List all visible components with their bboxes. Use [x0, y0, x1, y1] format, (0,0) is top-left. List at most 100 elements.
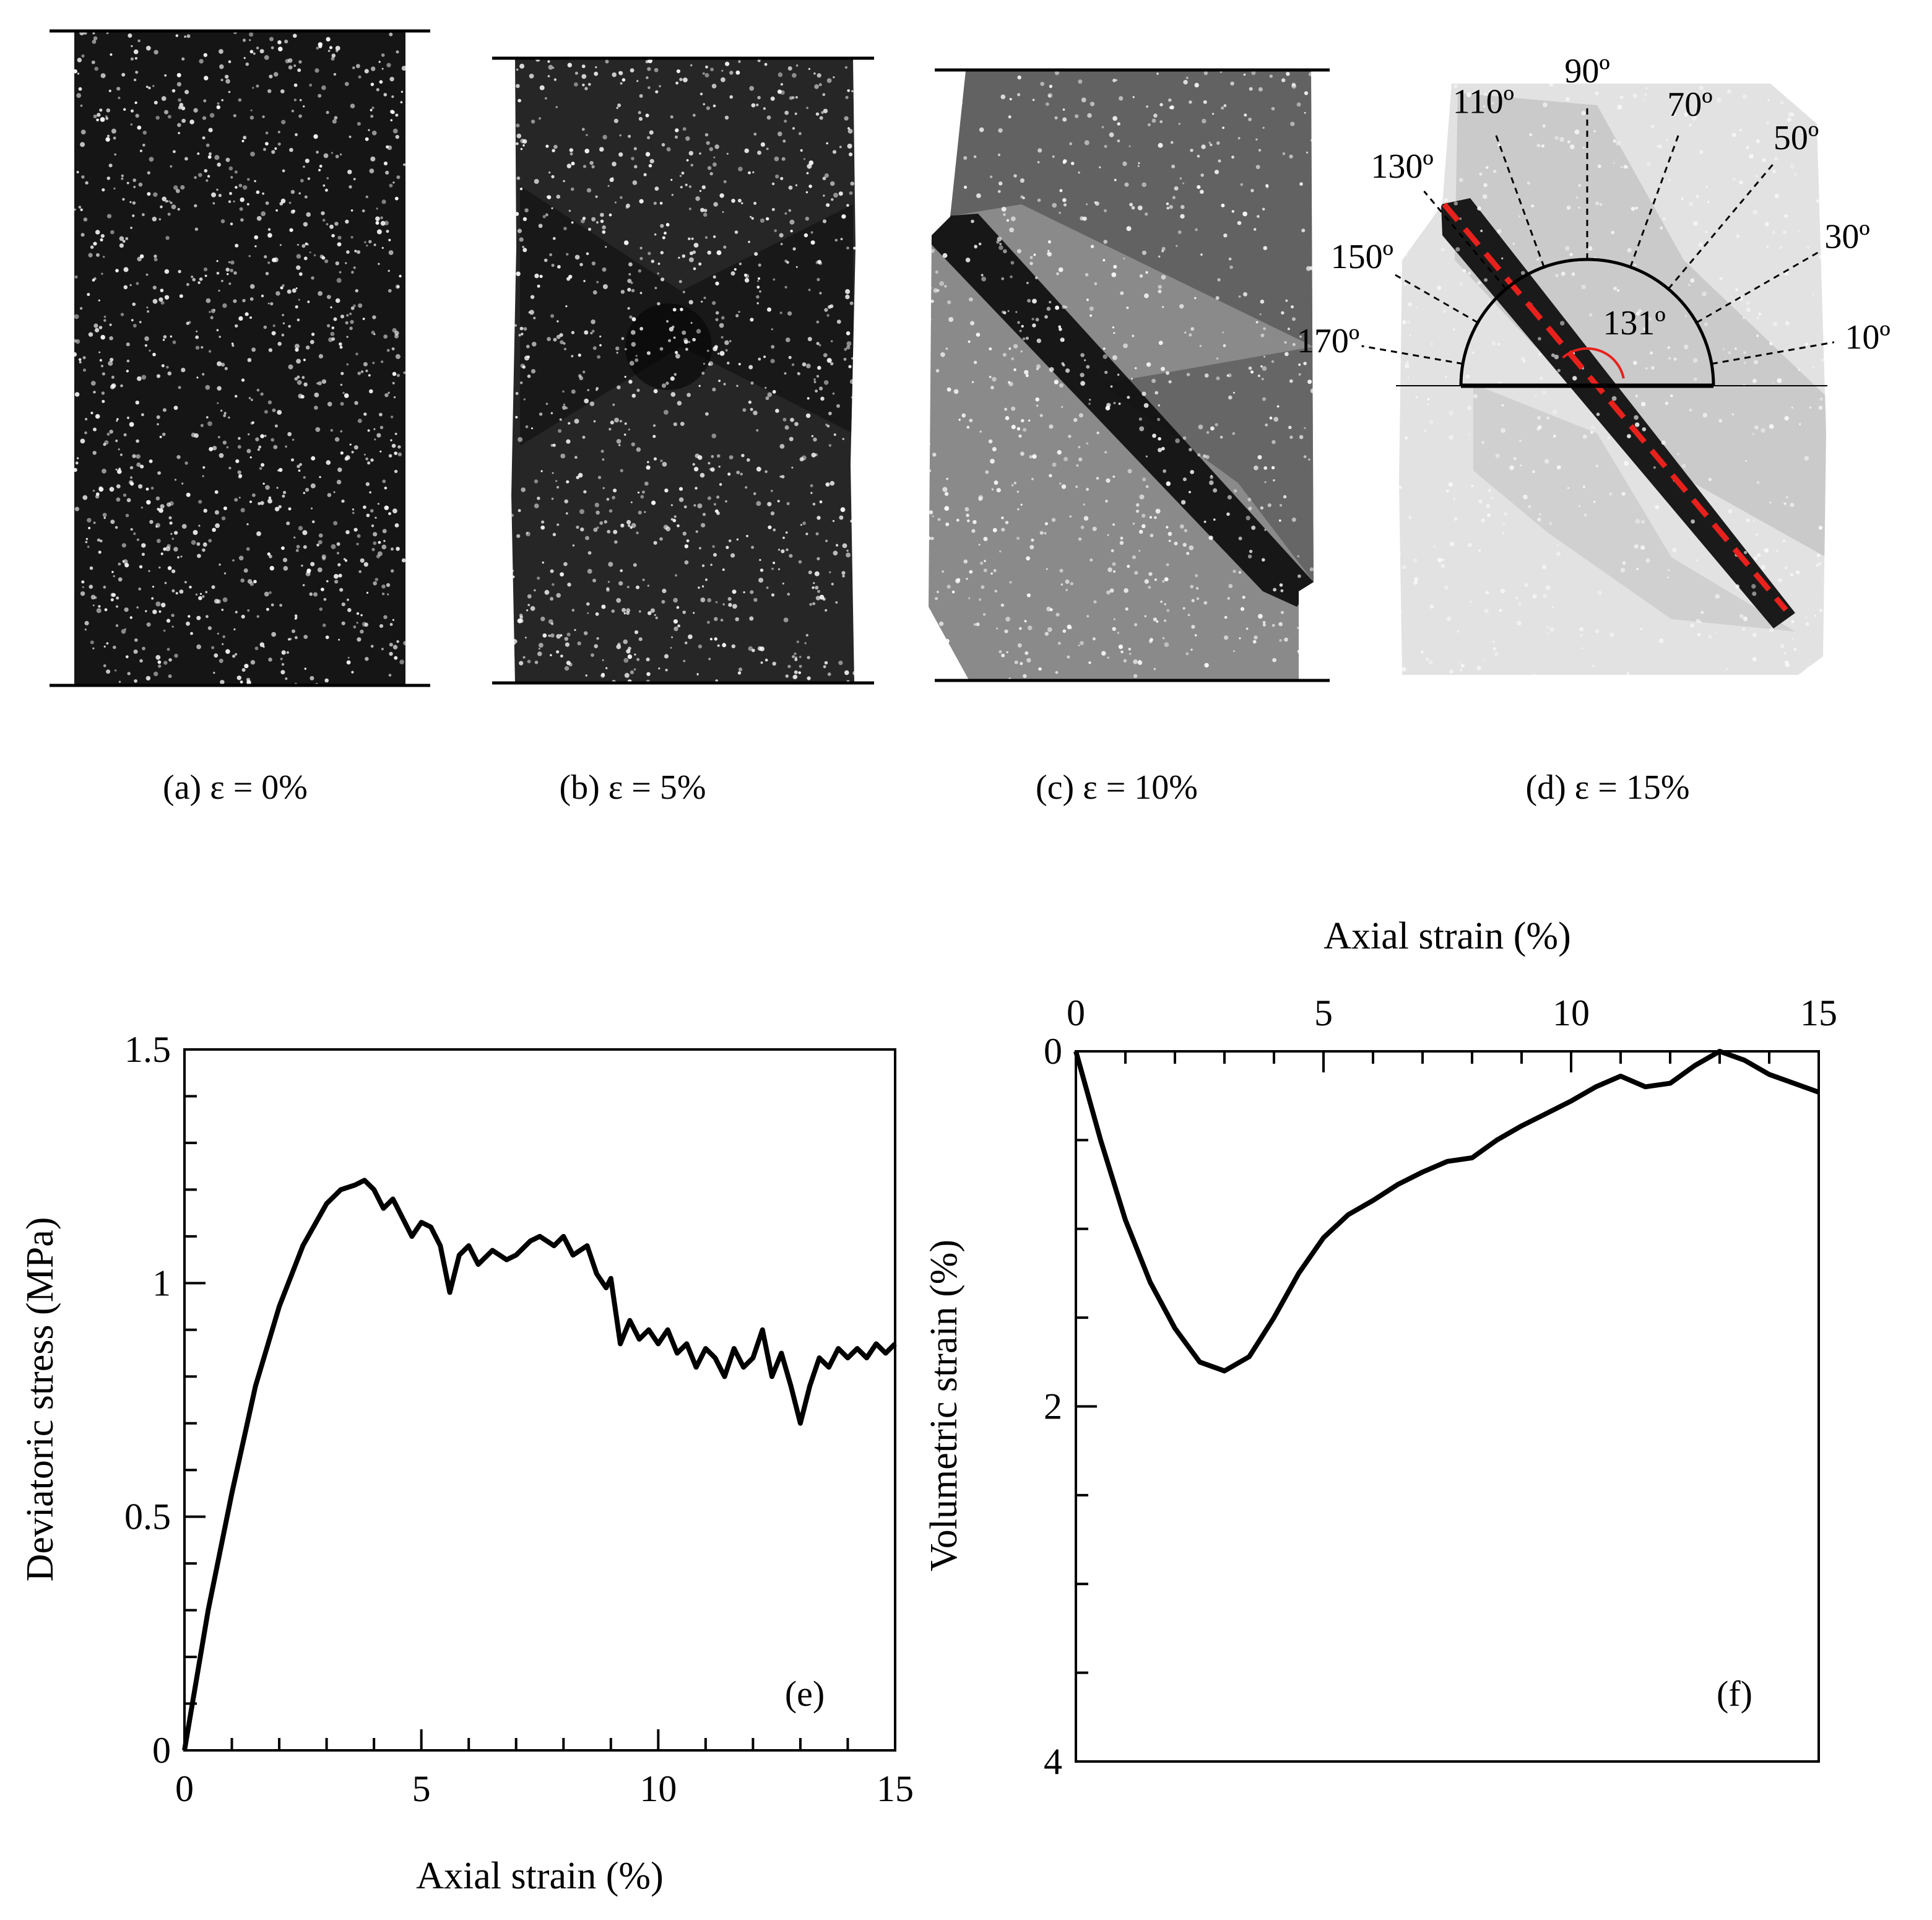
particle-speck — [540, 616, 545, 622]
particle-speck — [380, 216, 383, 220]
panel-label-e: (e) — [785, 1674, 825, 1714]
particle-speck — [680, 422, 685, 426]
particle-speck — [392, 381, 395, 384]
particle-speck — [1405, 253, 1408, 256]
particle-speck — [788, 185, 793, 190]
particle-speck — [688, 207, 692, 211]
particle-speck — [1581, 647, 1584, 649]
particle-speck — [1309, 567, 1314, 571]
particle-speck — [511, 369, 514, 371]
particle-speck — [1179, 177, 1182, 180]
particle-speck — [218, 194, 222, 198]
particle-speck — [586, 252, 589, 256]
particle-speck — [259, 467, 262, 470]
particle-speck — [1689, 123, 1692, 127]
particle-speck — [568, 209, 571, 212]
particle-speck — [245, 312, 249, 316]
particle-speck — [202, 136, 206, 140]
particle-speck — [700, 472, 705, 478]
particle-speck — [362, 209, 365, 212]
particle-speck — [969, 321, 975, 326]
particle-speck — [759, 558, 761, 562]
particle-speck — [841, 214, 846, 219]
particle-speck — [1449, 541, 1455, 547]
particle-speck — [551, 207, 553, 209]
particle-speck — [357, 122, 361, 126]
particle-speck — [1778, 578, 1783, 583]
particle-speck — [1549, 521, 1553, 525]
particle-speck — [940, 352, 945, 357]
particle-speck — [386, 230, 389, 233]
particle-speck — [1265, 424, 1268, 427]
particle-speck — [1303, 362, 1307, 365]
particle-speck — [805, 217, 810, 221]
particle-speck — [262, 646, 265, 648]
particle-speck — [1651, 366, 1655, 370]
angle-ray-170 — [1361, 345, 1463, 365]
particle-speck — [1172, 196, 1176, 199]
particle-speck — [152, 217, 157, 222]
particle-speck — [336, 542, 340, 546]
particle-speck — [285, 445, 287, 448]
particle-speck — [1176, 245, 1178, 248]
particle-speck — [947, 387, 951, 392]
particle-speck — [306, 212, 311, 217]
particle-speck — [271, 603, 274, 607]
particle-speck — [136, 439, 139, 443]
particle-speck — [795, 266, 798, 268]
particle-speck — [1031, 477, 1034, 480]
particle-speck — [981, 585, 985, 589]
particle-speck — [1054, 71, 1060, 76]
particle-speck — [1284, 341, 1287, 344]
particle-speck — [1123, 659, 1127, 662]
particle-speck — [1133, 674, 1138, 679]
particle-speck — [569, 148, 573, 152]
particle-speck — [929, 442, 930, 446]
particle-speck — [203, 267, 208, 272]
particle-speck — [799, 457, 804, 462]
particle-speck — [1226, 512, 1230, 516]
particle-speck — [974, 245, 977, 249]
particle-speck — [1138, 550, 1141, 552]
particle-speck — [1184, 331, 1187, 334]
particle-speck — [217, 436, 220, 438]
particle-speck — [630, 670, 634, 674]
particle-speck — [594, 644, 598, 648]
particle-speck — [649, 130, 654, 135]
particle-speck — [1668, 357, 1671, 360]
particle-speck — [375, 221, 379, 225]
particle-speck — [992, 446, 997, 452]
particle-speck — [374, 438, 376, 441]
particle-speck — [738, 311, 740, 313]
particle-speck — [1281, 78, 1286, 82]
particle-speck — [1029, 455, 1033, 459]
particle-speck — [1593, 130, 1596, 132]
particle-speck — [1157, 417, 1161, 422]
particle-speck — [687, 393, 691, 397]
particle-speck — [1103, 240, 1107, 244]
particle-speck — [113, 645, 116, 649]
particle-speck — [1459, 282, 1463, 286]
particle-speck — [723, 383, 726, 386]
particle-speck — [1044, 632, 1049, 636]
particle-speck — [519, 326, 524, 331]
particle-speck — [594, 502, 599, 508]
particle-speck — [587, 551, 592, 555]
particle-speck — [1094, 201, 1099, 206]
particle-speck — [1732, 132, 1736, 137]
particle-speck — [602, 284, 608, 289]
y-tick-label: 0 — [152, 1730, 171, 1771]
particle-speck — [298, 114, 302, 118]
particle-speck — [256, 46, 259, 50]
particle-speck — [742, 408, 747, 412]
particle-speck — [1216, 357, 1219, 360]
particle-speck — [948, 159, 953, 163]
particle-speck — [216, 260, 219, 263]
particle-speck — [644, 481, 649, 486]
particle-speck — [245, 62, 249, 66]
particle-speck — [602, 230, 606, 234]
particle-speck — [339, 271, 342, 274]
particle-speck — [356, 612, 360, 615]
particle-speck — [704, 578, 708, 581]
particle-speck — [205, 591, 208, 594]
